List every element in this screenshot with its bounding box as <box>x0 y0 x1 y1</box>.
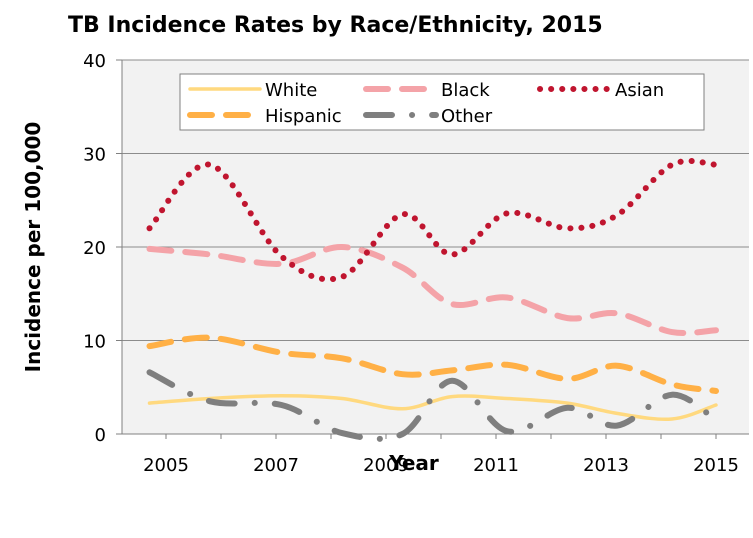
series-line-hispanic <box>146 334 719 394</box>
legend-label-other: Other <box>441 106 493 127</box>
data-point-asian-7 <box>567 228 568 229</box>
legend-label-hispanic: Hispanic <box>265 106 342 127</box>
data-point-asian-0 <box>149 228 150 229</box>
data-point-asian-4 <box>402 214 403 215</box>
data-point-other-2 <box>281 405 282 406</box>
data-point-black-4 <box>402 267 403 268</box>
data-point-white-10 <box>716 405 717 406</box>
data-point-other-1 <box>210 401 211 402</box>
y-tick-label-40: 40 <box>83 51 106 72</box>
data-point-black-7 <box>567 318 568 319</box>
data-point-hispanic-2 <box>281 352 282 353</box>
data-point-black-0 <box>149 248 150 249</box>
data-point-hispanic-4 <box>402 374 403 375</box>
data-point-other-8 <box>617 425 618 426</box>
data-point-black-6 <box>507 297 508 298</box>
data-point-white-8 <box>617 413 618 414</box>
data-point-white-7 <box>567 403 568 404</box>
data-point-black-1 <box>210 254 211 255</box>
legend-label-black: Black <box>441 80 490 101</box>
x-tick-label-2013: 2013 <box>583 455 629 476</box>
data-point-other-3 <box>342 433 343 434</box>
series-line-black <box>146 243 719 337</box>
data-point-hispanic-5 <box>452 370 453 371</box>
series-line-white <box>147 393 718 422</box>
data-point-other-7 <box>567 407 568 408</box>
data-point-asian-3 <box>342 276 343 277</box>
data-point-black-8 <box>617 313 618 314</box>
data-point-asian-1 <box>210 164 211 165</box>
data-point-black-5 <box>452 304 453 305</box>
x-axis-title: Year <box>388 451 439 475</box>
data-point-white-0 <box>149 403 150 404</box>
y-axis-title: Incidence per 100,000 <box>21 122 45 373</box>
data-point-hispanic-1 <box>210 337 211 338</box>
data-point-black-2 <box>281 263 282 264</box>
data-point-white-6 <box>507 398 508 399</box>
y-tick-label-0: 0 <box>95 425 106 446</box>
series-line-other <box>146 369 719 442</box>
data-point-asian-5 <box>452 254 453 255</box>
x-tick-label-2015: 2015 <box>693 455 739 476</box>
data-point-hispanic-3 <box>342 358 343 359</box>
data-point-other-4 <box>402 434 403 435</box>
x-tick-labels: 2005 2007 2009 2011 2013 2015 <box>143 455 739 476</box>
data-point-asian-6 <box>507 213 508 214</box>
data-point-other-9 <box>672 394 673 395</box>
data-point-black-10 <box>716 330 717 331</box>
data-point-other-5 <box>452 380 453 381</box>
axes <box>121 60 749 439</box>
data-point-hispanic-0 <box>149 346 150 347</box>
y-tick-label-10: 10 <box>83 332 106 353</box>
legend-label-asian: Asian <box>615 80 664 101</box>
data-point-white-9 <box>672 419 673 420</box>
data-point-asian-9 <box>672 164 673 165</box>
data-point-hispanic-7 <box>567 378 568 379</box>
legend-label-white: White <box>265 80 317 101</box>
series-line-asian <box>146 158 719 283</box>
legend: White Black Asian Hispanic Other <box>179 73 705 131</box>
data-point-white-4 <box>402 408 403 409</box>
x-tick-label-2007: 2007 <box>253 455 299 476</box>
y-tick-label-20: 20 <box>83 238 106 259</box>
data-point-black-3 <box>342 247 343 248</box>
x-tick-label-2009: 2009 <box>363 455 409 476</box>
data-point-hispanic-6 <box>507 364 508 365</box>
data-point-white-5 <box>452 396 453 397</box>
x-tick-label-2011: 2011 <box>473 455 519 476</box>
data-point-asian-2 <box>281 256 282 257</box>
data-point-hispanic-9 <box>672 384 673 385</box>
y-tick-label-30: 30 <box>83 145 106 166</box>
data-point-other-10 <box>716 420 717 421</box>
x-tick-label-2005: 2005 <box>143 455 189 476</box>
data-point-white-2 <box>281 395 282 396</box>
data-point-asian-10 <box>716 164 717 165</box>
data-point-hispanic-8 <box>617 365 618 366</box>
y-tick-labels: 0 10 20 30 40 <box>83 51 106 446</box>
data-point-other-6 <box>507 431 508 432</box>
chart-title: TB Incidence Rates by Race/Ethnicity, 20… <box>68 13 603 38</box>
legend-box <box>179 73 705 131</box>
series-lines <box>146 158 719 442</box>
data-point-white-3 <box>342 398 343 399</box>
data-point-other-0 <box>149 372 150 373</box>
data-point-hispanic-10 <box>716 391 717 392</box>
data-point-black-9 <box>672 332 673 333</box>
data-point-asian-8 <box>617 215 618 216</box>
